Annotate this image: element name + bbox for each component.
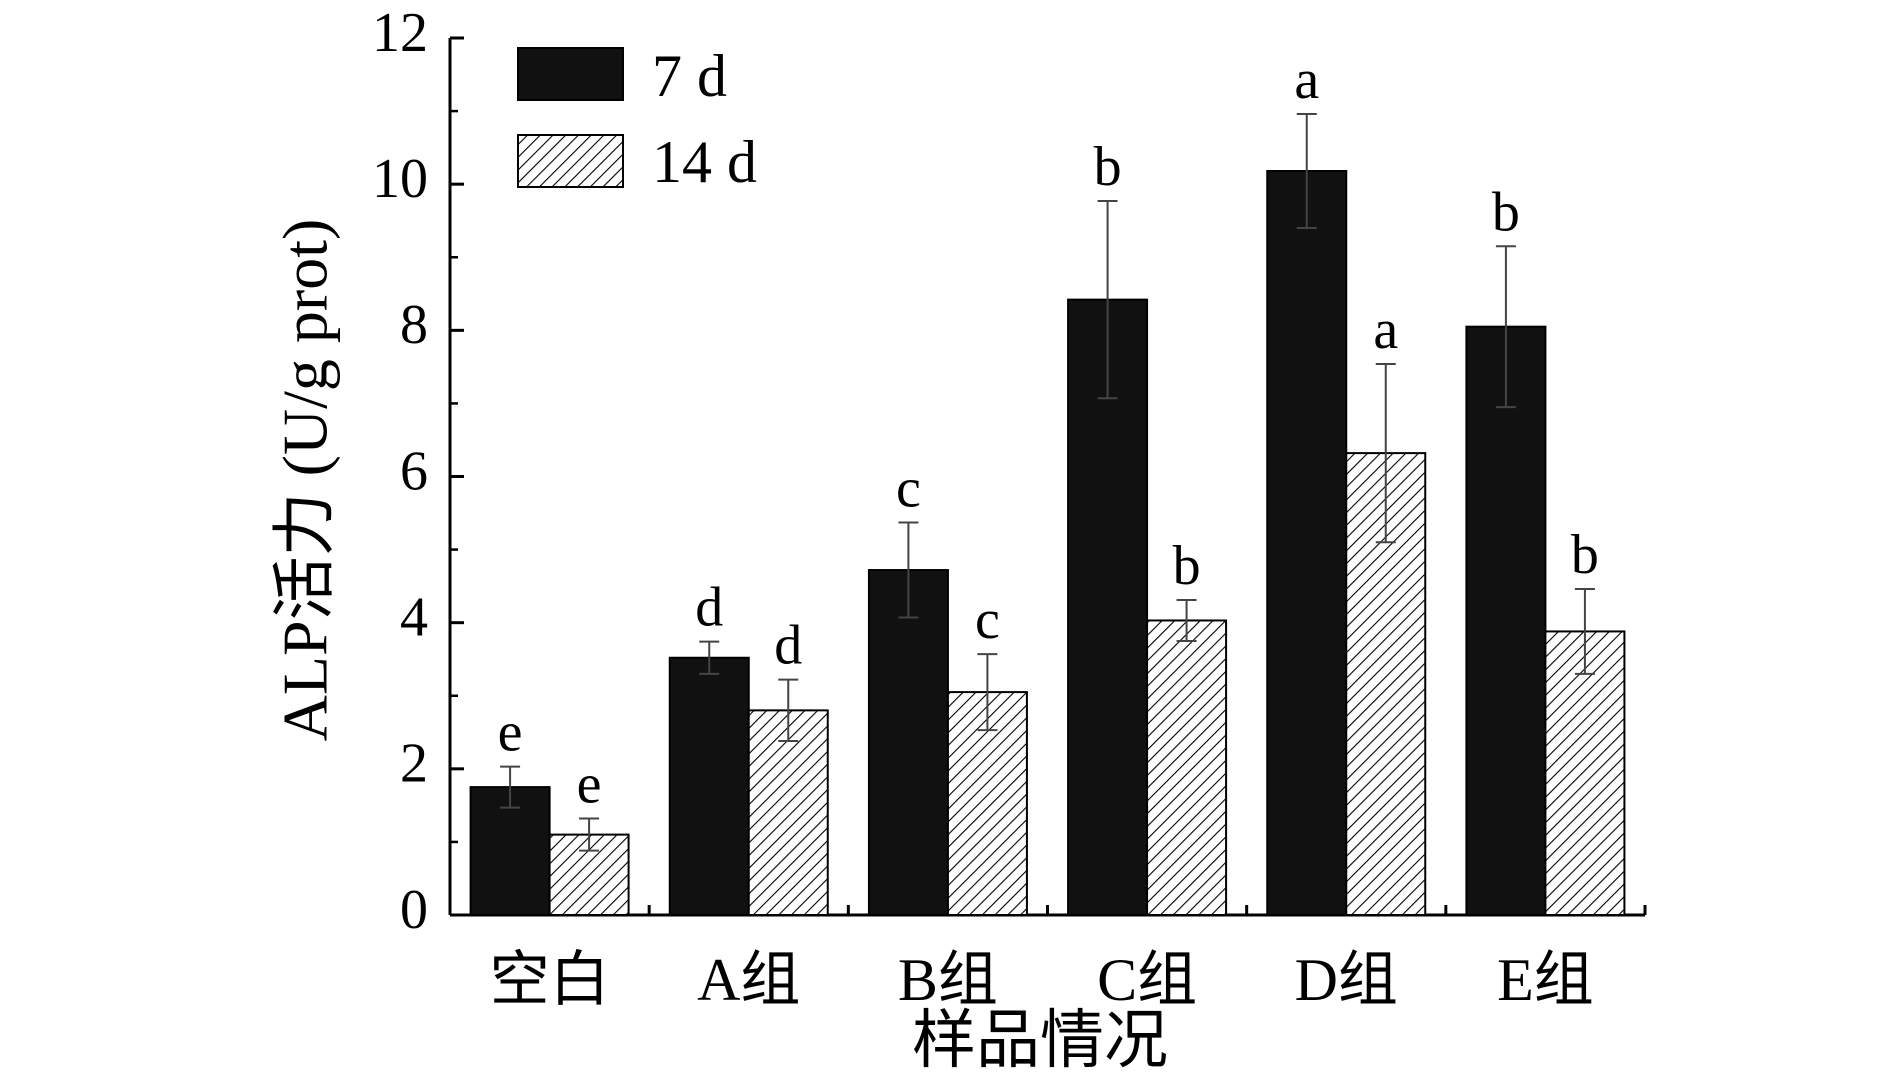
bar-7d: [668, 656, 750, 916]
y-tick-label: 10: [372, 148, 428, 210]
y-tick-label: 6: [400, 440, 428, 502]
significance-label-7d: b: [1094, 136, 1122, 198]
y-tick-label: 4: [400, 587, 428, 649]
significance-label-14d: e: [577, 754, 602, 816]
y-tick-label: 2: [400, 733, 428, 795]
legend-swatch-7d: [517, 47, 624, 101]
x-axis-title: 样品情况: [912, 1005, 1168, 1076]
x-tick-label: B组: [898, 947, 998, 1013]
legend-label-14d: 14 d: [652, 129, 757, 195]
x-tick-label: E组: [1497, 947, 1594, 1013]
plot-area: 0 2 4 6 8 10 12 空白 ee A组 dd B组 c c C组 b b D组 a a E组 b b: [372, 2, 1647, 1013]
legend-label-7d: 7 d: [652, 43, 727, 109]
significance-label-7d: c: [896, 458, 921, 520]
y-tick-label: 12: [372, 2, 428, 64]
y-axis-title-text: ALP活力 (U/g prot): [270, 219, 341, 742]
bar-7d: [1266, 170, 1348, 917]
significance-label-14d: d: [774, 615, 802, 677]
legend: 7 d 14 d: [517, 43, 757, 195]
x-tick-label: D组: [1295, 947, 1398, 1013]
x-tick-label: A组: [697, 947, 800, 1013]
significance-label-7d: e: [498, 702, 523, 764]
significance-label-14d: b: [1571, 524, 1599, 586]
bar-14d: [1544, 630, 1626, 916]
bar-14d: [747, 709, 829, 916]
x-tick-label: C组: [1097, 947, 1197, 1013]
significance-label-14d: c: [975, 589, 1000, 651]
significance-label-14d: b: [1173, 535, 1201, 597]
legend-swatch-14d: [517, 134, 624, 188]
bar-14d: [1146, 619, 1228, 917]
significance-label-14d: a: [1373, 299, 1398, 361]
bar-7d: [1465, 325, 1547, 917]
y-tick-label: 8: [400, 294, 428, 356]
significance-label-7d: b: [1492, 181, 1520, 243]
bar-7d: [867, 569, 949, 917]
significance-label-7d: a: [1294, 49, 1319, 111]
y-axis-title: ALP活力 (U/g prot): [270, 219, 341, 742]
significance-label-7d: d: [695, 577, 723, 639]
bar-7d: [1067, 298, 1149, 917]
x-tick-label: 空白: [490, 947, 610, 1013]
y-tick-label: 0: [400, 879, 428, 941]
